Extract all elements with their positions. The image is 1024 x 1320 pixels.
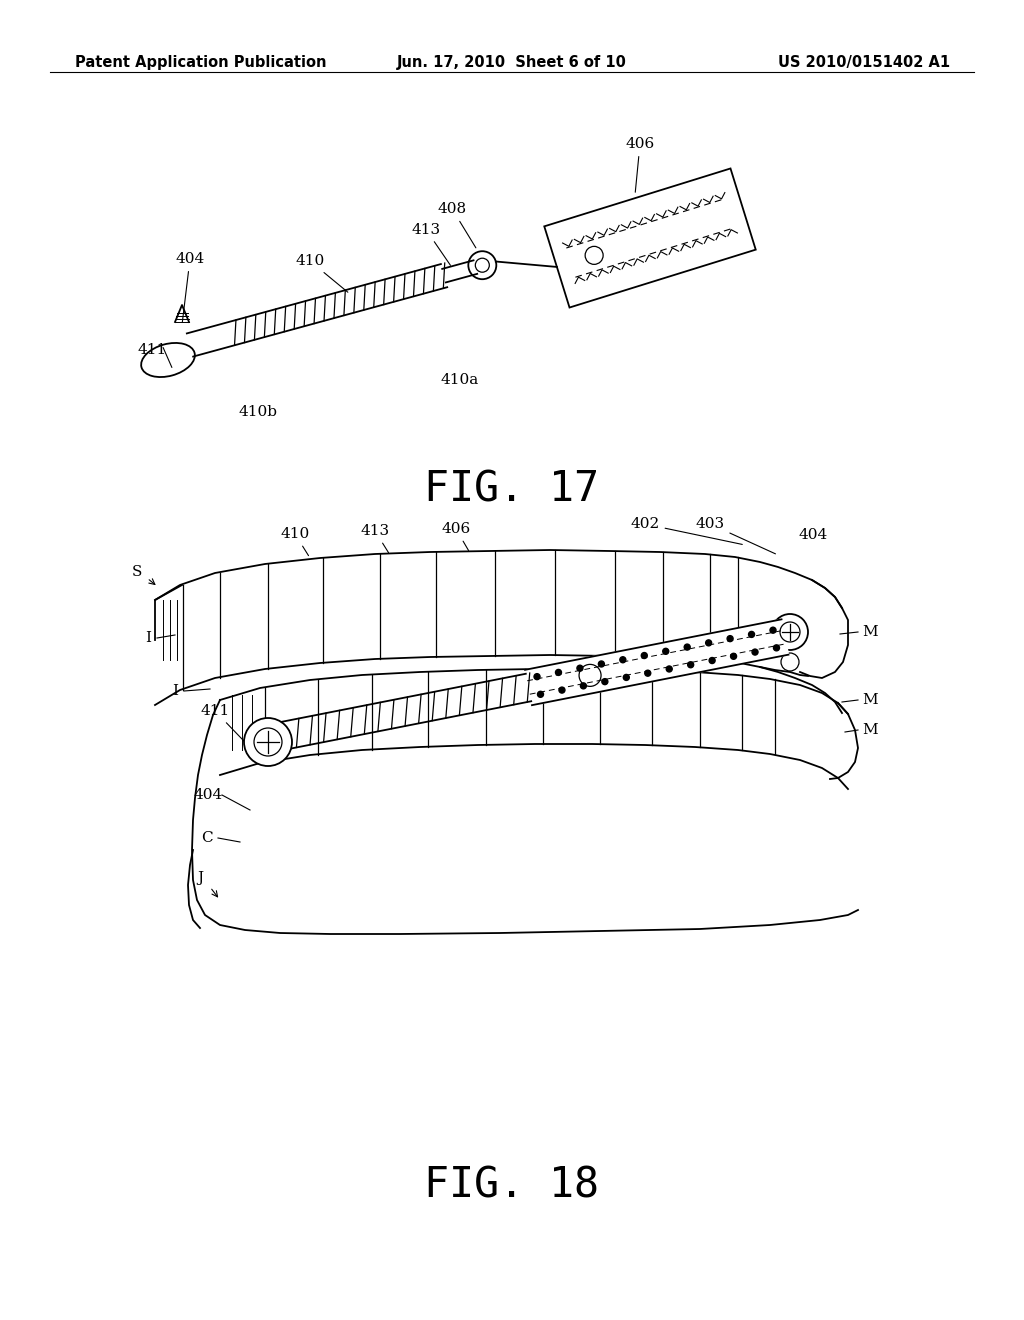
Text: 408: 408 [437,202,476,248]
Text: 402: 402 [631,517,742,544]
Circle shape [598,661,604,667]
Circle shape [602,678,608,685]
Circle shape [781,653,799,671]
Text: C: C [201,832,213,845]
Polygon shape [545,169,756,308]
Circle shape [555,669,561,676]
Circle shape [620,657,626,663]
Text: Patent Application Publication: Patent Application Publication [75,54,327,70]
Circle shape [770,627,776,634]
Text: 413: 413 [412,223,451,265]
Circle shape [559,688,565,693]
Circle shape [641,652,647,659]
Circle shape [773,645,779,651]
Polygon shape [525,619,788,705]
Text: 411: 411 [137,343,167,356]
Circle shape [624,675,630,680]
Circle shape [667,667,672,672]
Circle shape [538,692,544,697]
Circle shape [663,648,669,655]
Text: 410: 410 [295,253,348,292]
Circle shape [535,673,540,680]
Text: 1: 1 [685,653,695,667]
Text: M: M [862,723,878,737]
Polygon shape [155,550,842,713]
Text: 403: 403 [695,517,775,554]
Text: 410a: 410a [441,374,479,387]
Circle shape [727,636,733,642]
Circle shape [645,671,651,676]
Text: 404: 404 [194,788,222,803]
Polygon shape [220,669,848,789]
Text: 410: 410 [281,527,309,556]
Ellipse shape [141,343,195,378]
Circle shape [468,251,497,280]
Text: J: J [197,871,203,884]
Circle shape [706,640,712,645]
Circle shape [684,644,690,649]
Circle shape [752,649,758,655]
Text: 406: 406 [441,521,471,550]
Circle shape [749,631,755,638]
Text: US 2010/0151402 A1: US 2010/0151402 A1 [778,54,950,70]
Text: M: M [862,624,878,639]
Text: FIG. 18: FIG. 18 [425,1164,599,1206]
Circle shape [772,614,808,649]
Text: 413: 413 [360,524,389,553]
Circle shape [577,665,583,671]
Circle shape [730,653,736,659]
Text: 411: 411 [201,704,266,764]
Text: 410b: 410b [239,405,278,418]
Text: I: I [172,684,178,698]
Text: FIG. 17: FIG. 17 [425,469,599,511]
Text: 404: 404 [175,252,205,322]
Text: M: M [862,693,878,708]
Text: I: I [145,631,151,645]
Text: 404: 404 [799,528,827,543]
Text: 406: 406 [626,137,654,193]
Circle shape [244,718,292,766]
Circle shape [710,657,715,664]
Text: Jun. 17, 2010  Sheet 6 of 10: Jun. 17, 2010 Sheet 6 of 10 [397,54,627,70]
Circle shape [581,682,587,689]
Text: S: S [132,565,142,579]
Circle shape [688,661,693,668]
